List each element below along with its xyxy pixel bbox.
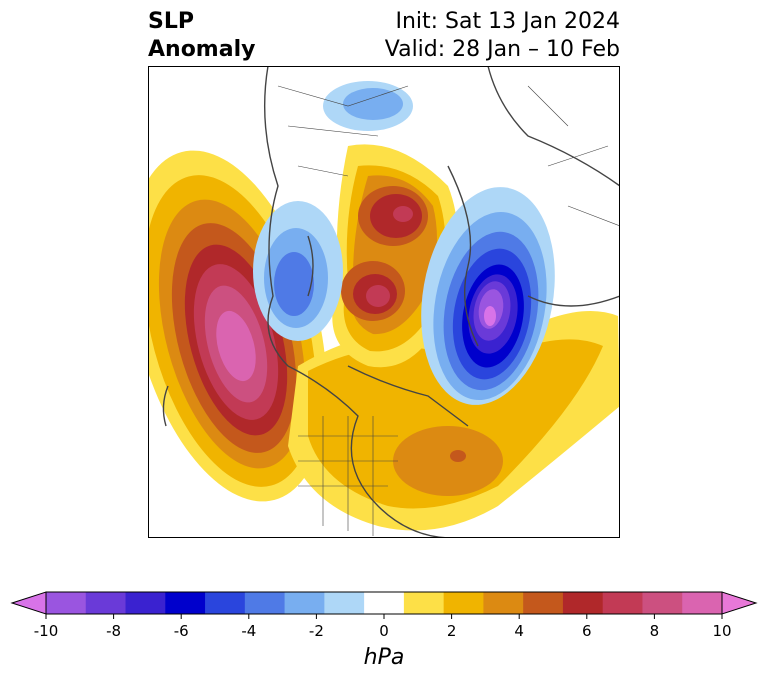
colorbar-swatch <box>165 592 206 614</box>
init-date: Init: Sat 13 Jan 2024 <box>395 9 620 34</box>
map-title: SLP Anomaly <box>148 8 255 64</box>
colorbar-swatch <box>602 592 643 614</box>
colorbar-swatch <box>483 592 524 614</box>
colorbar-swatch <box>443 592 484 614</box>
colorbar-tick-label: 6 <box>582 622 592 640</box>
colorbar-tick-label: -8 <box>106 622 121 640</box>
colorbar-swatch <box>85 592 127 614</box>
colorbar-tick-label: -6 <box>174 622 189 640</box>
country-borders <box>277 85 620 536</box>
colorbar-swatch <box>642 592 683 614</box>
map-border <box>148 66 620 538</box>
colorbar-extend-low <box>10 591 47 615</box>
colorbar-swatch <box>324 592 365 614</box>
colorbar-tick-label: 10 <box>712 622 731 640</box>
colorbar-tick-label: 0 <box>379 622 389 640</box>
map-panel <box>148 66 620 538</box>
colorbar: -10 -8 -6 -4 -2 0 2 4 6 8 10 <box>0 580 768 680</box>
valid-range: Valid: 28 Jan – 10 Feb <box>384 37 620 62</box>
colorbar-svg: -10 -8 -6 -4 -2 0 2 4 6 8 10 <box>10 591 758 640</box>
slp-anomaly-arctic-high <box>332 144 458 368</box>
map-svg <box>148 66 620 538</box>
colorbar-swatch <box>284 592 325 614</box>
colorbar-swatch <box>125 592 166 614</box>
colorbar-tick-label: -2 <box>309 622 324 640</box>
colorbar-swatch <box>562 592 604 614</box>
colorbar-unit-label: hPa <box>363 645 405 670</box>
title-line-2: Anomaly <box>148 37 256 62</box>
slp-anomaly-china-low <box>323 81 413 131</box>
slp-anomaly-asia-low <box>253 201 343 341</box>
colorbar-tick-label: 4 <box>514 622 524 640</box>
colorbar-swatch <box>403 592 445 614</box>
colorbar-tick-label: -4 <box>241 622 256 640</box>
colorbar-swatch <box>523 592 564 614</box>
colorbar-swatch <box>205 592 246 614</box>
colorbar-tick-label: -10 <box>34 622 59 640</box>
colorbar-tick-label: 2 <box>447 622 457 640</box>
run-info: Init: Sat 13 Jan 2024 Valid: 28 Jan – 10… <box>385 8 620 64</box>
colorbar-swatch <box>682 592 723 614</box>
title-line-1: SLP <box>148 9 194 34</box>
colorbar-swatch <box>364 592 405 614</box>
colorbar-extend-high <box>721 591 758 615</box>
colorbar-tick-label: 8 <box>650 622 660 640</box>
colorbar-swatch <box>46 592 87 614</box>
colorbar-swatch <box>244 592 286 614</box>
coastlines <box>162 66 620 538</box>
